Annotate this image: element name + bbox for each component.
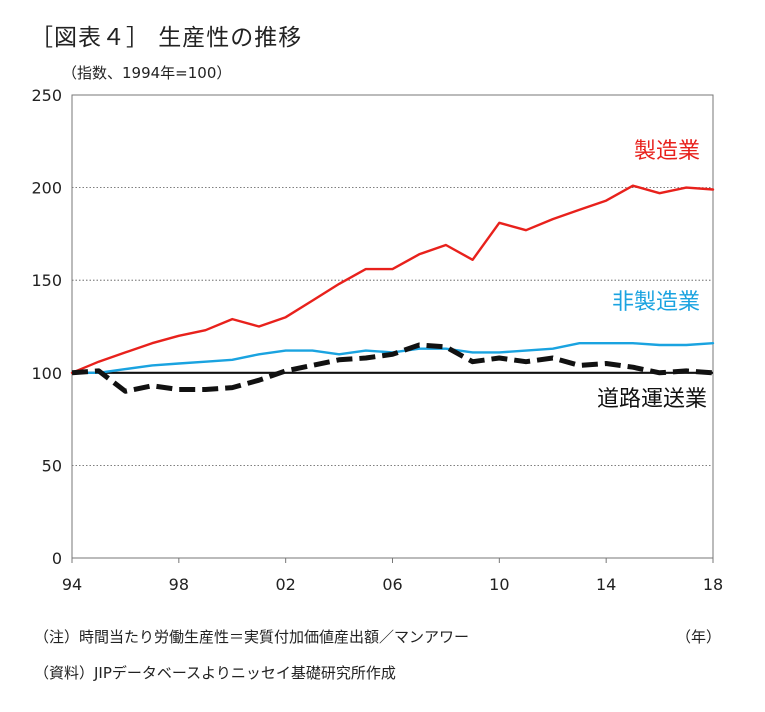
footnote-note: （注）時間当たり労働生産性＝実質付加価値産出額／マンアワー xyxy=(34,628,470,646)
chart-title: ［図表４］ 生産性の推移 xyxy=(30,25,303,51)
y-tick-200: 200 xyxy=(31,179,62,198)
y-tick-250: 250 xyxy=(31,86,62,105)
y-tick-50: 50 xyxy=(42,456,62,475)
series-line-3 xyxy=(71,342,714,394)
y-tick-150: 150 xyxy=(31,271,62,290)
y-tick-labels: 0 50 100 150 200 250 xyxy=(31,86,62,568)
x-tick-98: 98 xyxy=(169,575,189,594)
x-axis-unit-label: （年） xyxy=(676,628,722,646)
x-tick-18: 18 xyxy=(703,575,723,594)
series-line-1 xyxy=(70,184,715,374)
series-line-2 xyxy=(70,342,715,374)
y-tick-0: 0 xyxy=(52,549,62,568)
plot-frame xyxy=(71,94,714,559)
footnote-source: （資料）JIPデータベースよりニッセイ基礎研究所作成 xyxy=(34,664,396,682)
x-tick-labels: 94 98 02 06 10 14 18 xyxy=(62,558,723,594)
axes xyxy=(71,94,714,559)
y-tick-100: 100 xyxy=(31,364,62,383)
series-label-1: 製造業 xyxy=(634,139,700,164)
series-label-3: 道路運送業 xyxy=(597,387,707,412)
y-axis-unit-label: （指数、1994年=100） xyxy=(62,64,232,82)
x-tick-06: 06 xyxy=(382,575,402,594)
series-label-2: 非製造業 xyxy=(612,290,700,315)
series-lines xyxy=(70,184,715,394)
x-tick-94: 94 xyxy=(62,575,82,594)
x-tick-02: 02 xyxy=(275,575,295,594)
x-tick-14: 14 xyxy=(596,575,616,594)
x-tick-10: 10 xyxy=(489,575,509,594)
